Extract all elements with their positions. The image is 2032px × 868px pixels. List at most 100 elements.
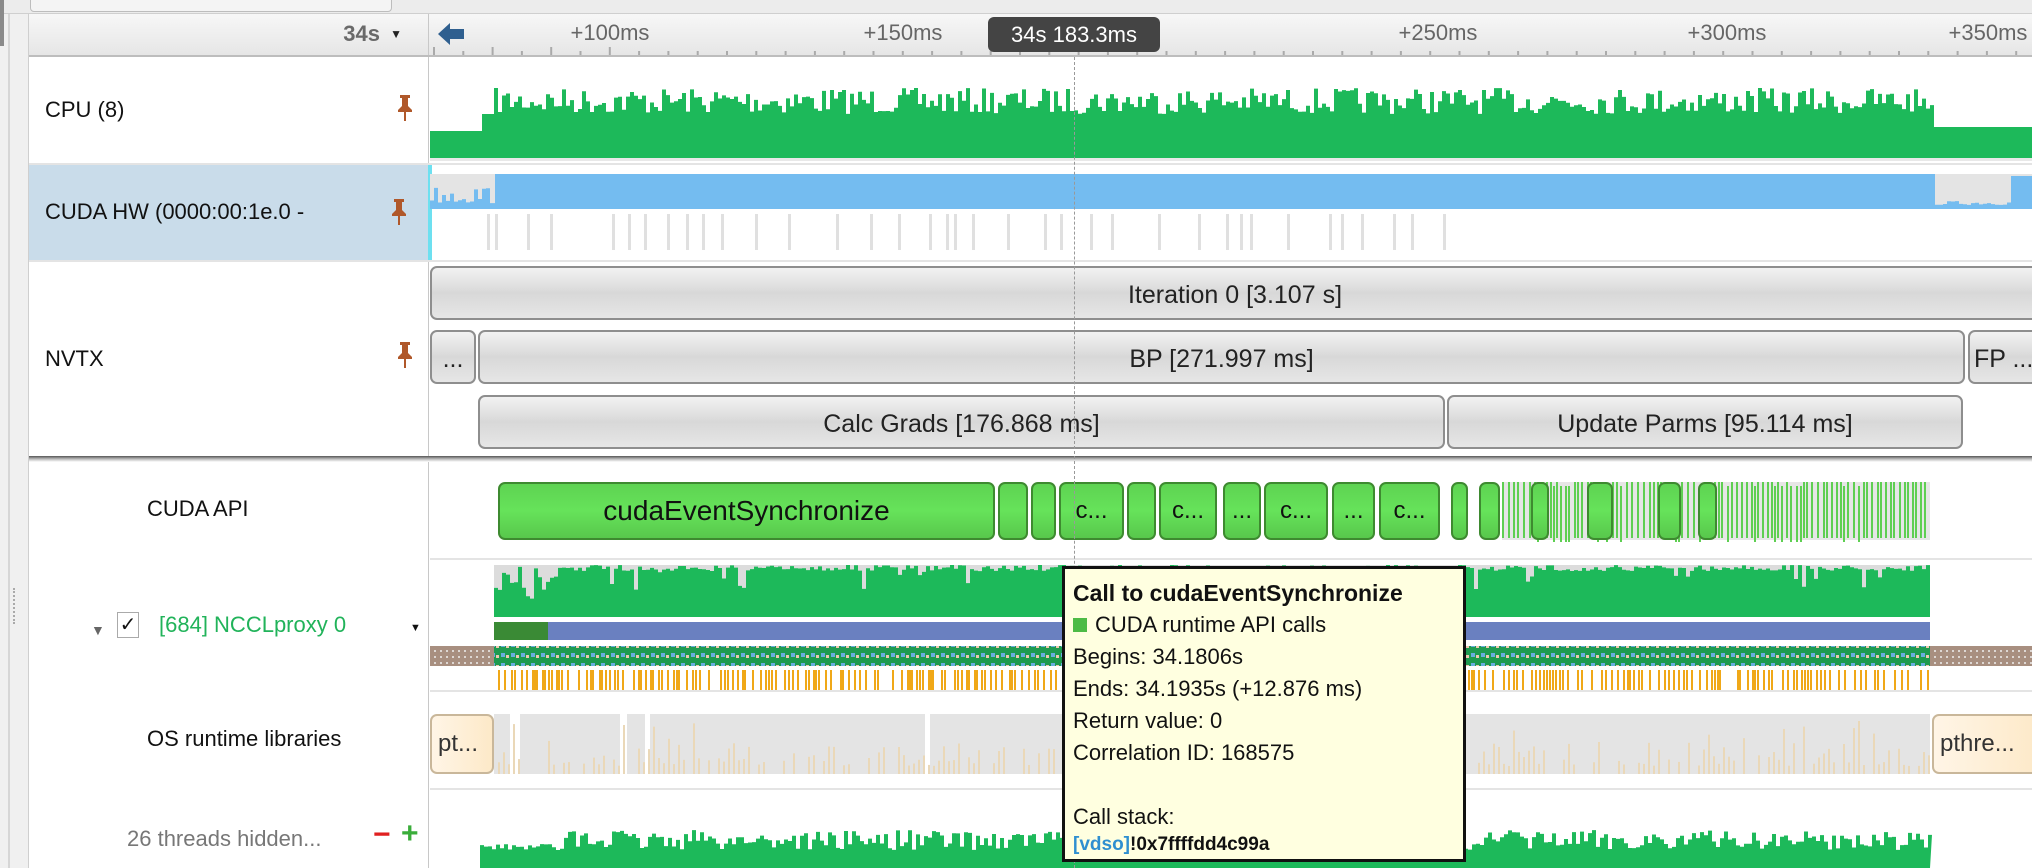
- pin-icon[interactable]: [397, 342, 413, 368]
- cuda-hw-memory-op: [1341, 214, 1344, 250]
- thread-dropdown-icon[interactable]: ▼: [410, 622, 421, 634]
- thread-event-marker: [1683, 670, 1685, 690]
- time-base-dropdown-icon[interactable]: ▼: [390, 27, 402, 41]
- thread-label-column: CUDA API ▼ ✓ [684] NCCLproxy 0 ▼ OS runt…: [29, 462, 429, 868]
- os-runtime-short-call: [1873, 733, 1875, 774]
- thread-event-marker: [911, 670, 913, 690]
- cuda-hw-memory-op: [1158, 214, 1161, 250]
- os-runtime-call-left[interactable]: pt...: [430, 714, 494, 774]
- os-runtime-call-right[interactable]: pthre...: [1932, 714, 2032, 774]
- thread-event-marker: [1513, 670, 1515, 690]
- cuda-api-short-call: [1529, 482, 1531, 538]
- thread-event-marker: [534, 670, 536, 690]
- cuda-api-call[interactable]: [1479, 482, 1500, 540]
- os-runtime-short-call: [833, 746, 835, 774]
- thread-event-marker: [1796, 670, 1798, 690]
- cuda-api-call[interactable]: [1698, 482, 1717, 540]
- os-runtime-short-call: [993, 763, 995, 774]
- cuda-api-short-call: [1523, 482, 1525, 538]
- pinned-rows-divider: [29, 456, 2032, 462]
- cuda-api-short-call: [1843, 486, 1845, 542]
- os-runtime-short-call: [1783, 728, 1785, 774]
- thread-event-marker: [514, 670, 516, 690]
- resize-grip[interactable]: [13, 588, 17, 624]
- os-runtime-short-call: [583, 763, 585, 774]
- cuda-api-short-call: [1754, 486, 1756, 542]
- cuda-api-short-call: [1836, 482, 1838, 538]
- cuda-api-call[interactable]: [1658, 482, 1681, 540]
- cuda-api-call[interactable]: c...: [1059, 482, 1124, 540]
- cuda-hw-memory-op: [898, 214, 901, 250]
- cuda-api-call[interactable]: [1587, 482, 1613, 540]
- thread-event-marker: [1804, 670, 1806, 690]
- thread-event-marker: [797, 670, 799, 690]
- thread-event-marker: [1522, 670, 1524, 690]
- cuda-api-short-call: [1893, 482, 1895, 538]
- os-runtime-short-call: [518, 759, 520, 774]
- cuda-api-call[interactable]: [1531, 482, 1549, 540]
- os-runtime-short-call: [1538, 763, 1540, 774]
- cuda-api-call[interactable]: [1031, 482, 1056, 540]
- thread-event-marker: [590, 670, 592, 690]
- thread-event-marker: [1787, 670, 1789, 690]
- thread-event-marker: [561, 670, 563, 690]
- cuda-api-call[interactable]: cudaEventSynchronize: [498, 482, 995, 540]
- nvtx-range-bp[interactable]: BP [271.997 ms]: [478, 330, 1965, 384]
- thread-event-marker: [732, 670, 734, 690]
- pin-icon[interactable]: [391, 199, 407, 225]
- os-runtime-short-call: [563, 762, 565, 774]
- nvtx-row-label[interactable]: NVTX: [29, 262, 429, 456]
- nvtx-range-fp[interactable]: FP ...: [1968, 330, 2032, 384]
- row-separator: [430, 558, 2032, 560]
- os-runtime-short-call: [1813, 763, 1815, 774]
- pin-icon[interactable]: [397, 95, 413, 121]
- nvtx-range-update-parms[interactable]: Update Parms [95.114 ms]: [1447, 395, 1963, 449]
- os-runtime-short-call: [1623, 764, 1625, 774]
- thread-event-marker: [638, 670, 640, 690]
- cuda-hw-row-label[interactable]: CUDA HW (0000:00:1e.0 -: [29, 165, 432, 261]
- cuda-api-call[interactable]: c...: [1264, 482, 1328, 540]
- os-runtime-short-call: [658, 758, 660, 774]
- thread-event-marker: [1028, 670, 1030, 690]
- os-runtime-short-call: [933, 765, 935, 774]
- os-runtime-short-call: [1688, 742, 1690, 774]
- thread-label[interactable]: [684] NCCLproxy 0: [159, 612, 347, 637]
- thread-event-marker: [1771, 670, 1773, 690]
- nvtx-range-calc-grads[interactable]: Calc Grads [176.868 ms]: [478, 395, 1445, 449]
- cuda-api-call[interactable]: c...: [1379, 482, 1440, 540]
- hide-thread-button[interactable]: −: [373, 818, 391, 851]
- cuda-hw-memory-op: [1240, 214, 1243, 250]
- os-runtime-short-call: [938, 760, 940, 774]
- cuda-api-call[interactable]: ...: [1223, 482, 1261, 540]
- cuda-hw-usage-tail: [1935, 176, 2032, 209]
- os-runtime-short-call: [1483, 751, 1485, 774]
- thread-event-marker: [981, 670, 983, 690]
- os-runtime-short-call: [948, 761, 950, 774]
- thread-event-marker: [1901, 670, 1903, 690]
- expand-triangle-icon[interactable]: ▼: [91, 622, 105, 638]
- os-runtime-short-call: [1758, 755, 1760, 774]
- os-runtime-short-call: [593, 757, 595, 774]
- cuda-hw-memory-op: [972, 214, 975, 250]
- os-runtime-short-call: [903, 755, 905, 774]
- nvtx-range-prev[interactable]: ...: [430, 330, 476, 384]
- back-arrow-icon[interactable]: [438, 23, 464, 45]
- cpu-row-label[interactable]: CPU (8): [29, 57, 429, 163]
- os-runtime-short-call: [728, 748, 730, 774]
- thread-event-marker: [1714, 670, 1716, 690]
- show-thread-button[interactable]: +: [401, 817, 419, 850]
- cuda-api-call[interactable]: [998, 482, 1028, 540]
- cuda-api-call[interactable]: [1451, 482, 1468, 540]
- cuda-hw-memory-op: [836, 214, 839, 250]
- os-runtime-short-call: [1923, 752, 1925, 774]
- thread-event-marker: [498, 670, 500, 690]
- cuda-api-call[interactable]: c...: [1159, 482, 1217, 540]
- thread-event-marker: [848, 670, 850, 690]
- nvtx-range-iteration[interactable]: Iteration 0 [3.107 s]: [430, 266, 2032, 320]
- thread-event-marker: [1492, 670, 1494, 690]
- cuda-api-call[interactable]: ...: [1332, 482, 1375, 540]
- cuda-api-call[interactable]: [1127, 482, 1156, 540]
- thread-event-marker: [830, 670, 832, 690]
- os-runtime-short-call: [793, 753, 795, 774]
- thread-checkbox[interactable]: ✓: [117, 612, 139, 638]
